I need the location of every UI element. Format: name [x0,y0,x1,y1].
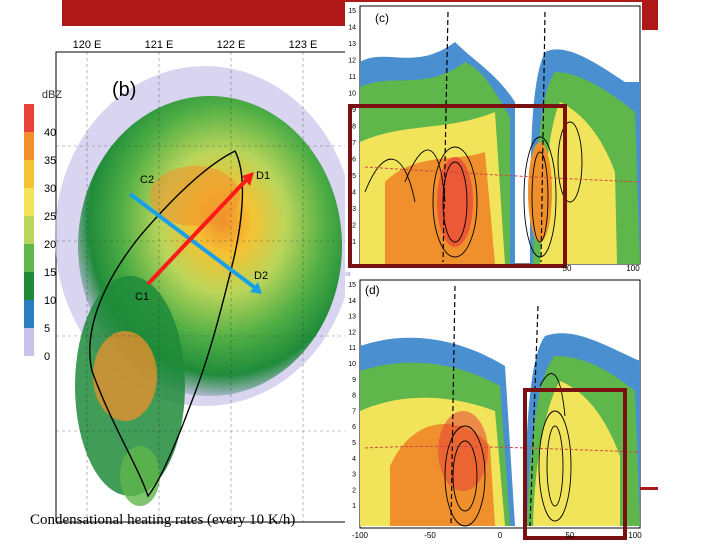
x-tick-d-neg50: -50 [424,531,436,540]
y-tick-label: 9 [352,107,356,114]
y-tick-label: 3 [352,206,356,213]
label-c2: C2 [140,174,154,186]
colorbar-title: dBZ [42,89,62,101]
caption: Condensational heating rates (every 10 K… [30,512,296,528]
lon-label-120: 120 E [73,39,102,51]
cross-section-c: 15 14 13 12 11 10 9 8 7 6 5 4 3 2 1 (c) 50 100 [348,5,641,273]
colorbar-swatch [24,272,34,300]
y-tick-label: 1 [352,239,356,246]
colorbar-tick-label: 20 [44,239,56,251]
y-tick-label: 9 [352,377,356,384]
colorbar: dBZ 40 35 30 25 20 15 10 5 0 [24,89,62,384]
y-tick-label: 7 [352,408,356,415]
cross-section-line-d [146,174,252,286]
colorbar-swatch [24,300,34,328]
y-tick-label: 12 [348,58,356,65]
panel-label-d: (d) [365,283,380,297]
x-tick-d-neg100: -100 [352,531,369,540]
y-tick-label: 12 [348,329,356,336]
y-tick-label: 2 [352,223,356,230]
y-tick-label: 6 [352,157,356,164]
colorbar-swatch [24,104,34,132]
x-tick-c-100: 100 [626,264,640,272]
y-tick-label: 6 [352,424,356,431]
colorbar-tick-label: 0 [44,351,50,363]
colorbar-tick-label: 25 [44,211,56,223]
y-tick-label: 7 [352,140,356,147]
x-tick-d-50: 50 [566,531,575,540]
y-tick-label: 3 [352,472,356,479]
x-tick-c-50: 50 [563,264,572,272]
y-tick-label: 4 [352,190,356,197]
colorbar-swatch [24,244,34,272]
radar-map-panel: dBZ 40 35 30 25 20 15 10 5 0 120 E 121 E 122 E 1… [20,26,355,526]
y-tick-label: 14 [348,25,356,32]
colorbar-tick-label: 30 [44,183,56,195]
x-tick-d-100: 100 [628,531,642,540]
y-tick-label: 8 [352,393,356,400]
y-tick-label: 15 [348,282,356,289]
highlight-box-d [523,388,627,540]
y-tick-label: 10 [348,91,356,98]
panel-label-c: (c) [375,11,389,25]
y-tick-label: 14 [348,298,356,305]
lon-label-122: 122 E [217,39,246,51]
colorbar-tick-label: 40 [44,127,56,139]
arrow-head-d1 [242,172,254,186]
colorbar-swatch [24,188,34,216]
x-tick-d-0: 0 [498,531,503,540]
colorbar-tick-label: 5 [44,323,50,335]
cross-section-panel-d: 15 14 13 12 11 10 9 8 7 6 5 4 3 2 1 (d) -100 -50 0 50 … [345,276,642,540]
y-tick-label: 13 [348,314,356,321]
y-tick-label: 2 [352,487,356,494]
cross-section-line-c [128,192,260,292]
arrow-head-d2 [250,282,262,294]
colorbar-swatch [24,132,34,160]
colorbar-tick-label: 10 [44,295,56,307]
highlight-box-c [348,104,567,268]
y-tick-label: 10 [348,361,356,368]
label-d1: D1 [256,170,270,182]
y-tick-label: 11 [349,345,356,352]
y-tick-label: 8 [352,124,356,131]
colorbar-tick-label: 15 [44,267,56,279]
cross-section-panel-c: 15 14 13 12 11 10 9 8 7 6 5 4 3 2 1 (c) 50 100 [345,2,642,273]
y-tick-label: 5 [352,173,356,180]
lon-label-123: 123 E [289,39,318,51]
panel-label-b: (b) [112,79,136,101]
colorbar-swatch [24,160,34,188]
colorbar-swatch [24,216,34,244]
y-tick-label: 5 [352,440,356,447]
label-d2: D2 [254,270,268,282]
colorbar-tick-label: 35 [44,155,56,167]
accent-line [640,487,658,490]
y-tick-label: 4 [352,456,356,463]
y-tick-label: 13 [348,41,356,48]
label-c1: C1 [135,291,149,303]
y-tick-label: 1 [352,503,356,510]
lon-label-121: 121 E [145,39,174,51]
y-tick-label: 15 [348,8,356,15]
y-tick-label: 11 [349,74,356,81]
colorbar-swatch [24,356,34,384]
colorbar-swatch [24,328,34,356]
